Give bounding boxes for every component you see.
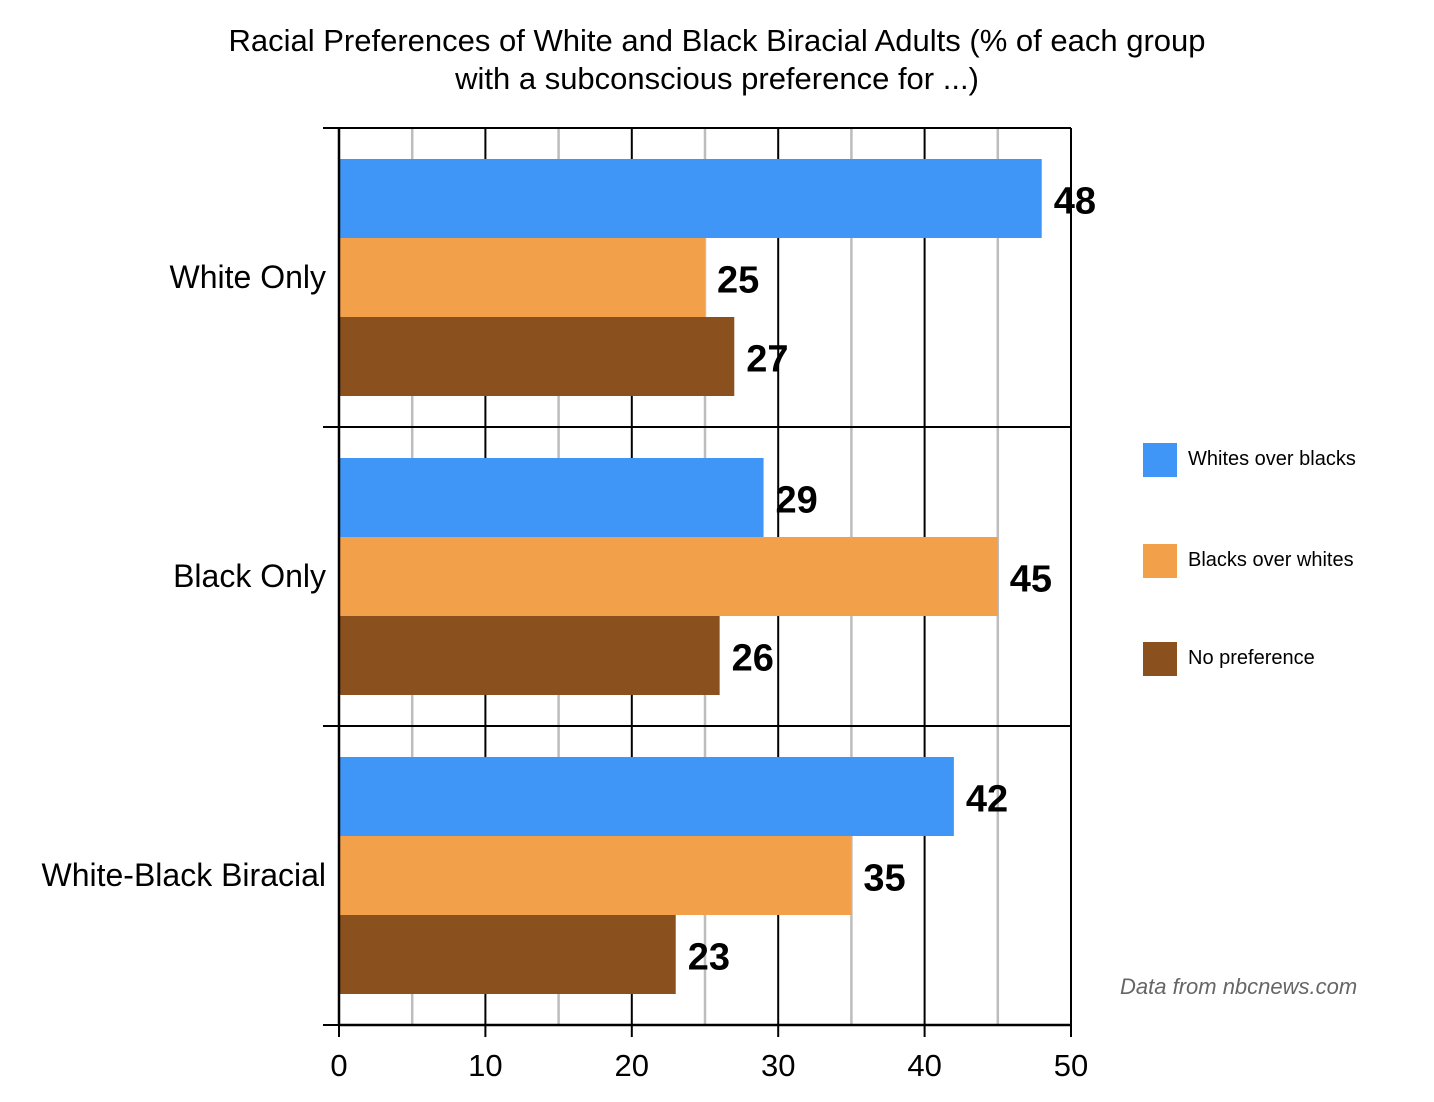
category-label-white-black-biracial: White-Black Biracial [41,856,326,893]
legend-label-blacks-over-whites: Blacks over whites [1188,549,1354,571]
bar-white-only-whites-over-blacks [339,159,1042,238]
x-tick-label-50: 50 [1054,1048,1088,1083]
bar-white-only-blacks-over-whites [339,238,705,317]
data-label-white-only-blacks-over-whites: 25 [717,260,759,302]
x-tick-label-30: 30 [761,1048,795,1083]
legend-swatch-no-preference [1143,642,1177,676]
x-tick-label-20: 20 [615,1048,649,1083]
data-label-white-only-no-preference: 27 [746,339,788,381]
category-label-black-only: Black Only [173,557,326,594]
data-label-black-only-blacks-over-whites: 45 [1010,559,1052,601]
bar-white-only-no-preference [339,317,735,396]
data-label-white-black-biracial-blacks-over-whites: 35 [863,858,905,900]
x-tick-label-10: 10 [468,1048,502,1083]
chart-title-line-2: with a subconscious preference for ...) [455,61,979,96]
x-tick-label-0: 0 [330,1048,347,1083]
category-label-white-only: White Only [169,258,326,295]
bar-white-black-biracial-no-preference [339,915,676,994]
source-note: Data from nbcnews.com [1120,974,1358,999]
data-label-white-black-biracial-whites-over-blacks: 42 [966,779,1008,821]
legend-swatch-whites-over-blacks [1143,443,1177,477]
bar-white-black-biracial-blacks-over-whites [339,836,852,915]
data-label-black-only-no-preference: 26 [732,638,774,680]
bar-black-only-whites-over-blacks [339,458,764,537]
data-label-white-black-biracial-no-preference: 23 [688,937,730,979]
legend-label-no-preference: No preference [1188,647,1315,669]
bar-black-only-blacks-over-whites [339,537,998,616]
chart-title-line-1: Racial Preferences of White and Black Bi… [228,23,1206,58]
legend-label-whites-over-blacks: Whites over blacks [1188,448,1356,470]
bar-white-black-biracial-whites-over-blacks [339,757,954,836]
data-label-white-only-whites-over-blacks: 48 [1054,181,1096,223]
x-tick-label-40: 40 [907,1048,941,1083]
data-label-black-only-whites-over-blacks: 29 [776,480,818,522]
legend-swatch-blacks-over-whites [1143,544,1177,578]
bar-black-only-no-preference [339,616,720,695]
